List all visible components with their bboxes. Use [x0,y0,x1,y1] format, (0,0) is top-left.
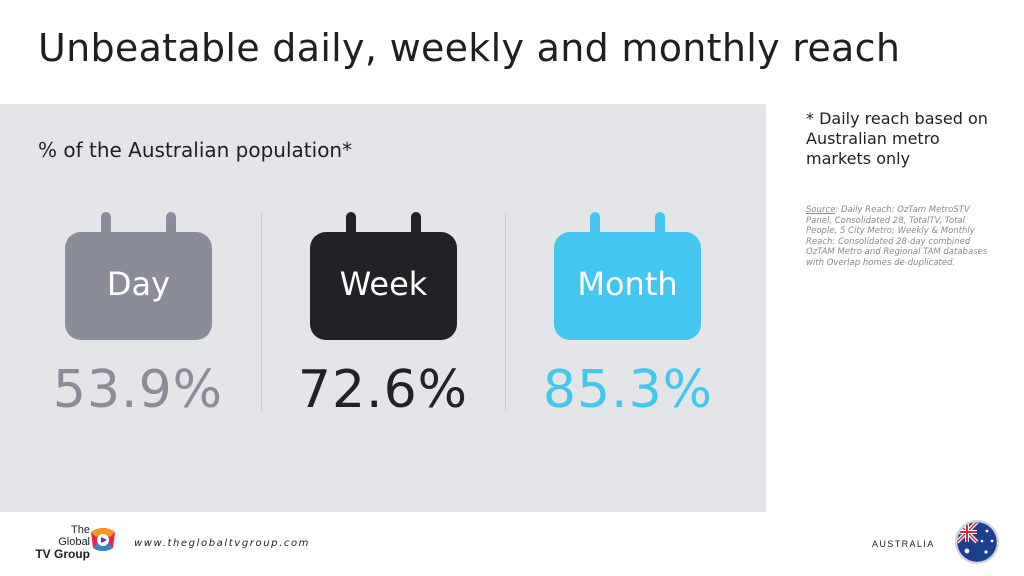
calendar-ring [346,212,356,248]
calendar-body [554,232,701,340]
reach-value-week: 72.6% [297,360,469,420]
calendar-ring [590,212,600,248]
source-label: Source [806,205,836,215]
source-note: Source: Daily Reach: OzTam MetroSTV Pane… [806,205,996,269]
calendar-ring [411,212,421,248]
calendar-label-week: Week [339,265,428,303]
australia-flag-icon [955,520,999,564]
logo-line: The [71,524,90,536]
calendar-month-icon: Month [554,212,701,340]
column-divider [505,212,506,412]
calendar-body [310,232,457,340]
calendar-label-month: Month [577,265,678,303]
page-title: Unbeatable daily, weekly and monthly rea… [38,26,901,70]
calendar-ring [166,212,176,248]
calendar-ring [101,212,111,248]
global-tv-group-logo: The Global TV Group [26,524,122,568]
website-link[interactable]: www.theglobaltvgroup.com [134,538,311,549]
reach-value-month: 85.3% [542,360,714,420]
logo-line: TV Group [35,547,90,561]
calendar-week-icon: Week [310,212,457,340]
calendar-label-day: Day [106,265,171,303]
logo-line: Global [58,536,90,548]
logo-wordmark: The Global TV Group [26,524,90,560]
source-text: : Daily Reach: OzTam MetroSTV Panel, Con… [806,205,988,268]
population-subtitle: % of the Australian population* [38,138,353,162]
calendar-day-icon: Day [65,212,212,340]
reach-value-day: 53.9% [52,360,224,420]
tv-logo-icon [91,528,115,551]
calendar-ring [655,212,665,248]
column-divider [261,212,262,412]
calendar-body [65,232,212,340]
daily-reach-footnote: * Daily reach based on Australian metro … [806,109,988,168]
country-label: AUSTRALIA [872,539,935,549]
